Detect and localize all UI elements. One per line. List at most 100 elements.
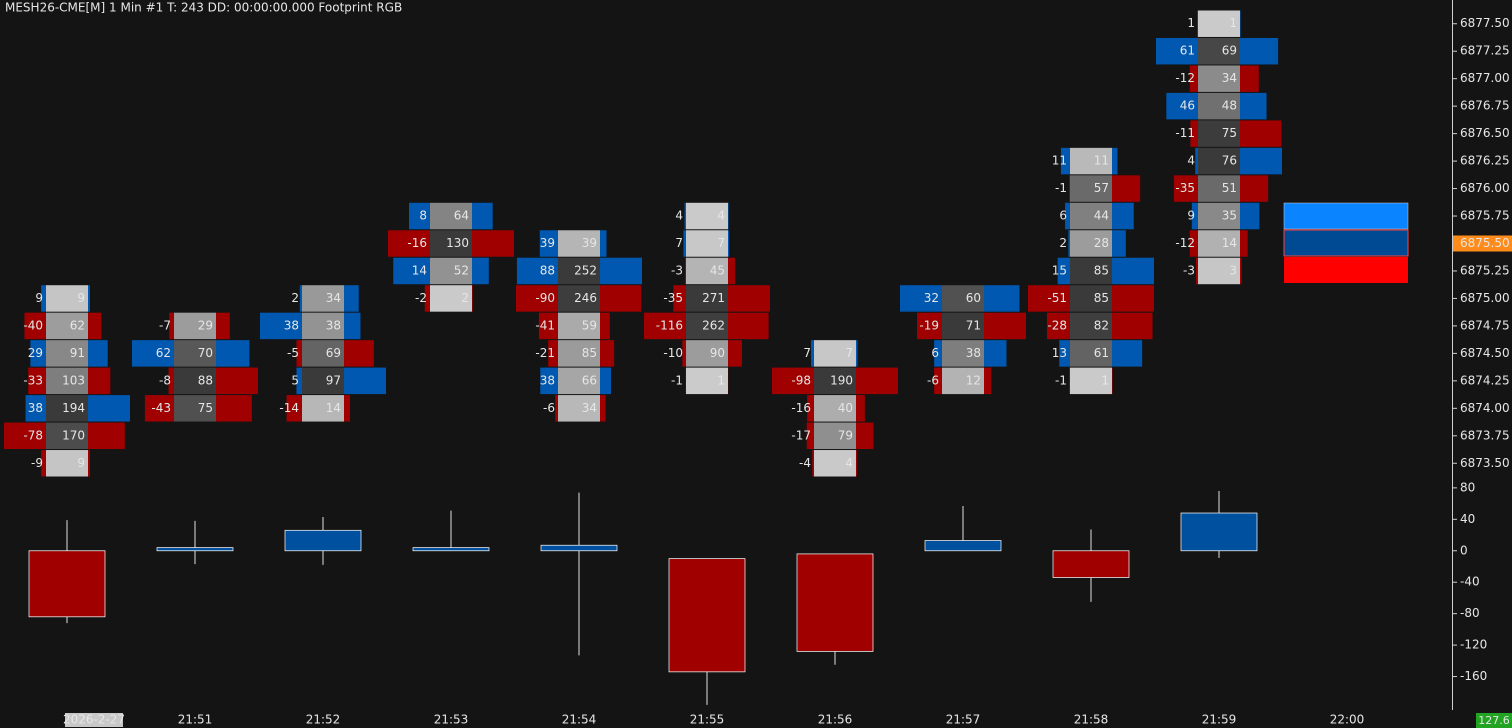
delta-label: 11 — [1052, 154, 1067, 168]
volume-bar — [984, 367, 992, 395]
delta-bar — [1028, 285, 1070, 312]
volume-cell — [1070, 312, 1112, 340]
volume-cell — [1070, 230, 1112, 257]
volume-label: 1 — [1229, 16, 1237, 30]
volume-bar — [856, 450, 857, 477]
volume-bar — [216, 340, 250, 367]
volume-label: 85 — [1094, 291, 1109, 305]
delta-bar — [812, 450, 814, 477]
volume-bar — [1240, 92, 1267, 120]
delta-bar — [409, 202, 430, 230]
delta-bar — [516, 285, 558, 312]
volume-bar — [88, 285, 90, 312]
y-tick-label: 6874.25 — [1460, 373, 1510, 387]
delta-label: -5 — [287, 346, 299, 360]
volume-label: 79 — [838, 428, 853, 442]
volume-bar — [600, 257, 642, 285]
delta-label: 38 — [284, 318, 299, 332]
current-bar-price — [1283, 229, 1409, 257]
delta-bar — [286, 395, 302, 422]
volume-cell — [558, 340, 600, 367]
delta-bar — [168, 367, 174, 395]
volume-label: 82 — [1094, 318, 1109, 332]
volume-bar — [1112, 340, 1143, 367]
delta-label: 62 — [156, 346, 171, 360]
current-bar-ask — [1283, 202, 1409, 230]
volume-bar — [1112, 147, 1118, 175]
delta-bar — [41, 285, 46, 312]
volume-cell — [814, 450, 856, 477]
delta-label: -4 — [799, 456, 811, 470]
volume-bar — [344, 312, 361, 340]
delta-label: 6 — [931, 346, 939, 360]
volume-cell — [1070, 147, 1112, 175]
delta-bar — [393, 257, 430, 285]
x-tick-label: 21:51 — [178, 713, 213, 727]
delta-label: -28 — [1047, 318, 1067, 332]
volume-bar — [1112, 257, 1154, 285]
delta-bar — [1173, 175, 1198, 202]
volume-label: 170 — [62, 428, 85, 442]
candle-body — [412, 547, 490, 552]
volume-label: 62 — [70, 318, 85, 332]
y-tick-label: 6876.25 — [1460, 154, 1510, 168]
volume-cell — [942, 285, 984, 312]
volume-cell — [942, 340, 984, 367]
volume-cell — [430, 285, 472, 312]
delta-label: 4 — [1187, 154, 1195, 168]
candle-body — [668, 558, 746, 673]
volume-label: 48 — [1222, 99, 1237, 113]
volume-label: 271 — [702, 291, 725, 305]
delta-bar — [684, 257, 686, 285]
delta-bar — [1069, 175, 1070, 202]
delta-bar — [1059, 340, 1070, 367]
y-tick-label: 6875.00 — [1460, 291, 1510, 305]
volume-cell — [686, 312, 728, 340]
delta-label: -14 — [279, 401, 299, 415]
volume-cell — [1198, 202, 1240, 230]
delta-bar — [516, 257, 558, 285]
volume-label: 252 — [574, 263, 597, 277]
x-tick-label: 21:59 — [1202, 713, 1237, 727]
volume-cell — [558, 230, 600, 257]
volume-label: 29 — [198, 318, 213, 332]
volume-bar — [600, 230, 607, 257]
delta-label: -16 — [407, 236, 427, 250]
volume-label: 75 — [198, 401, 213, 415]
candle-body — [924, 540, 1002, 552]
volume-bar — [600, 312, 610, 340]
volume-cell — [1070, 340, 1112, 367]
y-tick-label: 6877.50 — [1460, 16, 1510, 30]
delta-bar — [1195, 257, 1198, 285]
volume-cell — [1070, 285, 1112, 312]
volume-bar — [472, 257, 489, 285]
volume-label: 1 — [1101, 373, 1109, 387]
volume-bar — [1112, 175, 1141, 202]
volume-cell — [46, 340, 88, 367]
last-value-bg — [1476, 713, 1512, 728]
x-tick-label: 21:57 — [946, 713, 981, 727]
volume-cell — [558, 257, 600, 285]
date-label-bg — [65, 713, 123, 727]
volume-label: 51 — [1222, 181, 1237, 195]
y-tick-label: -80 — [1460, 606, 1480, 620]
current-price-label: 6875.50 — [1460, 236, 1510, 250]
candle-body — [540, 544, 618, 552]
volume-cell — [1070, 257, 1112, 285]
volume-label: 91 — [70, 346, 85, 360]
delta-label: -116 — [656, 318, 683, 332]
volume-bar — [856, 395, 865, 422]
volume-cell — [1198, 120, 1240, 147]
volume-bar — [472, 230, 514, 257]
volume-label: 246 — [574, 291, 597, 305]
delta-label: -43 — [151, 401, 171, 415]
volume-label: 2 — [461, 291, 469, 305]
volume-bar — [1240, 65, 1259, 92]
delta-bar — [1068, 230, 1070, 257]
delta-bar — [1195, 147, 1198, 175]
volume-cell — [174, 312, 216, 340]
volume-bar — [1240, 202, 1260, 230]
delta-label: -3 — [1183, 263, 1195, 277]
volume-label: 34 — [582, 401, 597, 415]
